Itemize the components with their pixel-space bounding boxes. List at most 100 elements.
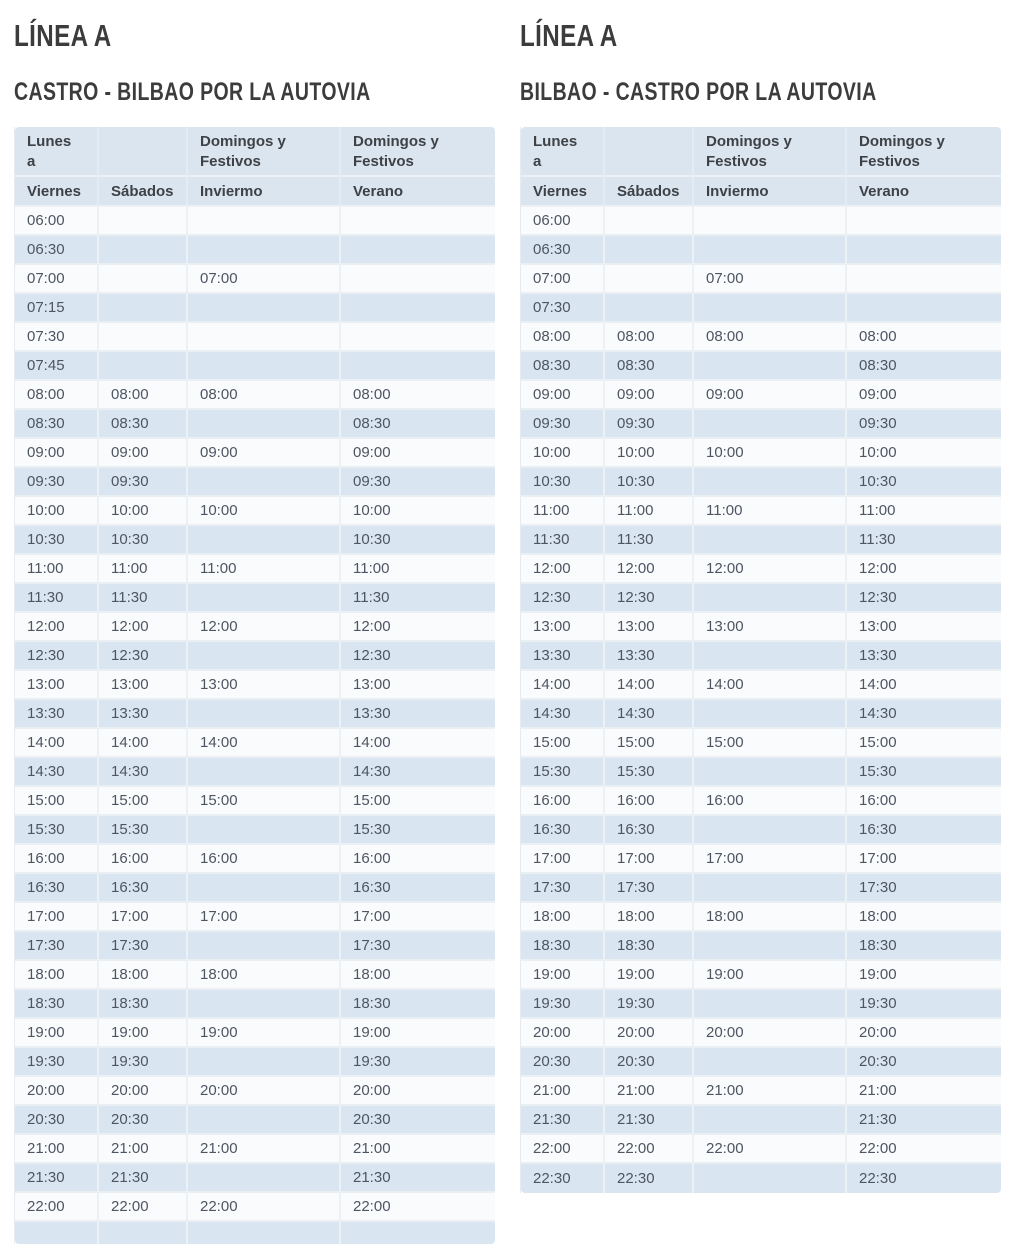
time-cell: 08:30 (521, 352, 605, 381)
time-cell: 10:30 (15, 526, 99, 555)
timetable-row: 10:00 10:00 10:00 10:00 (15, 497, 495, 526)
time-cell: 18:00 (694, 903, 847, 932)
time-cell: 07:15 (15, 294, 99, 323)
time-cell: 21:30 (605, 1106, 694, 1135)
empty-cell (99, 236, 188, 265)
time-cell: 09:00 (341, 439, 495, 468)
route-title: BILBAO - CASTRO POR LA AUTOVIA (520, 78, 877, 106)
timetable-row: 14:00 14:00 14:00 14:00 (15, 729, 495, 758)
time-cell: 13:30 (15, 700, 99, 729)
column-header: Verano (341, 177, 495, 207)
time-cell: 15:30 (15, 816, 99, 845)
empty-cell (694, 410, 847, 439)
time-cell: 10:00 (15, 497, 99, 526)
timetable-row: 09:30 09:30 09:30 (15, 468, 495, 497)
time-cell: 21:30 (521, 1106, 605, 1135)
time-cell: 09:30 (605, 410, 694, 439)
time-cell: 12:00 (521, 555, 605, 584)
timetable-row: 13:00 13:00 13:00 13:00 (521, 613, 1001, 642)
time-cell: 08:30 (15, 410, 99, 439)
empty-cell (694, 1048, 847, 1077)
route-title: CASTRO - BILBAO POR LA AUTOVIA (14, 78, 371, 106)
time-cell: 13:30 (341, 700, 495, 729)
time-cell: 22:00 (521, 1135, 605, 1164)
time-cell: 12:00 (847, 555, 1001, 584)
timetable-row: 16:00 16:00 16:00 16:00 (521, 787, 1001, 816)
empty-cell (694, 584, 847, 613)
time-cell: 16:30 (521, 816, 605, 845)
empty-cell (341, 352, 495, 381)
time-cell: 08:00 (341, 381, 495, 410)
column-header: Domingos y Festivos (847, 127, 1001, 177)
time-cell: 17:00 (99, 903, 188, 932)
time-cell: 21:00 (521, 1077, 605, 1106)
time-cell: 20:30 (605, 1048, 694, 1077)
time-cell: 09:00 (847, 381, 1001, 410)
timetable-row: 10:30 10:30 10:30 (521, 468, 1001, 497)
time-cell: 19:00 (15, 1019, 99, 1048)
empty-cell (99, 1222, 188, 1244)
time-cell: 11:00 (15, 555, 99, 584)
time-cell: 20:00 (15, 1077, 99, 1106)
empty-cell (99, 265, 188, 294)
time-cell: 12:30 (341, 642, 495, 671)
time-cell: 17:00 (694, 845, 847, 874)
time-cell: 20:30 (99, 1106, 188, 1135)
time-cell: 14:00 (847, 671, 1001, 700)
time-cell: 16:00 (188, 845, 341, 874)
empty-cell (99, 352, 188, 381)
section-castro-bilbao: LÍNEA A CASTRO - BILBAO POR LA AUTOVIA L… (14, 12, 495, 1244)
time-cell: 10:30 (605, 468, 694, 497)
empty-row (15, 1222, 495, 1244)
time-cell: 09:30 (15, 468, 99, 497)
time-cell: 21:00 (694, 1077, 847, 1106)
time-cell: 17:00 (605, 845, 694, 874)
time-cell: 14:00 (694, 671, 847, 700)
empty-cell (188, 323, 341, 352)
column-header: Viernes (521, 177, 605, 207)
empty-cell (694, 874, 847, 903)
time-cell: 12:30 (847, 584, 1001, 613)
time-cell: 13:00 (15, 671, 99, 700)
timetable-row: 08:30 08:30 08:30 (521, 352, 1001, 381)
empty-cell (188, 932, 341, 961)
timetable-row: 08:00 08:00 08:00 08:00 (521, 323, 1001, 352)
time-cell: 21:30 (341, 1164, 495, 1193)
empty-cell (188, 758, 341, 787)
time-cell: 10:00 (99, 497, 188, 526)
time-cell: 11:30 (847, 526, 1001, 555)
time-cell: 18:30 (341, 990, 495, 1019)
timetable-row: 15:00 15:00 15:00 15:00 (521, 729, 1001, 758)
time-cell: 11:00 (694, 497, 847, 526)
time-cell: 22:00 (188, 1193, 341, 1222)
time-cell: 07:00 (15, 265, 99, 294)
time-cell: 18:00 (15, 961, 99, 990)
time-cell: 20:30 (341, 1106, 495, 1135)
empty-cell (341, 207, 495, 236)
time-cell: 14:00 (99, 729, 188, 758)
empty-cell (847, 207, 1001, 236)
time-cell: 18:00 (847, 903, 1001, 932)
time-cell: 09:30 (847, 410, 1001, 439)
time-cell: 21:00 (99, 1135, 188, 1164)
time-cell: 15:00 (521, 729, 605, 758)
timetable-row: 22:30 22:30 22:30 (521, 1164, 1001, 1193)
line-title: LÍNEA A (520, 18, 618, 53)
time-cell: 10:00 (341, 497, 495, 526)
time-cell: 17:00 (188, 903, 341, 932)
time-cell: 07:30 (15, 323, 99, 352)
time-cell: 14:30 (15, 758, 99, 787)
time-cell: 15:30 (605, 758, 694, 787)
timetable-row: 11:30 11:30 11:30 (15, 584, 495, 613)
empty-cell (341, 236, 495, 265)
column-header: Inviermo (188, 177, 341, 207)
time-cell: 15:00 (847, 729, 1001, 758)
empty-cell (188, 207, 341, 236)
time-cell: 10:00 (521, 439, 605, 468)
column-header: Sábados (99, 177, 188, 207)
empty-cell (694, 236, 847, 265)
time-cell: 18:00 (341, 961, 495, 990)
timetable-row: 20:30 20:30 20:30 (521, 1048, 1001, 1077)
time-cell: 16:00 (341, 845, 495, 874)
time-cell: 07:00 (188, 265, 341, 294)
